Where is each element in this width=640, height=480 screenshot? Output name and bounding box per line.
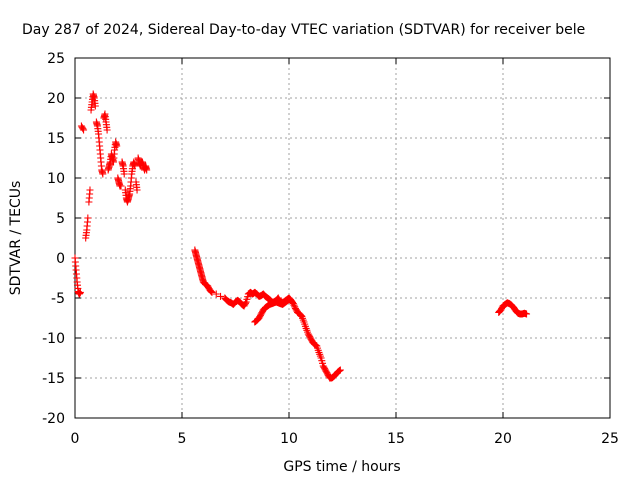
data-point-early-morning xyxy=(80,126,88,134)
data-point-midday xyxy=(285,296,293,304)
data-point-midday xyxy=(290,301,298,309)
grid-lines xyxy=(75,58,610,418)
data-point-midday xyxy=(212,290,220,298)
y-tick-label: -20 xyxy=(42,411,65,427)
x-tick-label: 20 xyxy=(494,431,512,447)
data-points xyxy=(71,90,531,382)
x-tick-label: 15 xyxy=(387,431,405,447)
data-point-early-morning xyxy=(91,102,99,110)
data-point-midday xyxy=(336,366,344,374)
y-tick-label: 5 xyxy=(56,211,65,227)
data-point-early-morning xyxy=(133,186,141,194)
data-point-early-morning xyxy=(99,170,107,178)
data-point-midday xyxy=(207,288,215,296)
y-tick-label: 20 xyxy=(47,91,65,107)
y-tick-label: -10 xyxy=(42,331,65,347)
data-point-early-morning xyxy=(86,186,94,194)
data-point-evening xyxy=(523,310,531,318)
axis-ticks: 0 5 10 15 20 25 -20 -15 -10 -5 0 5 10 15 20 25 xyxy=(42,51,619,447)
x-tick-label: 5 xyxy=(178,431,187,447)
x-axis-label: GPS time / hours xyxy=(283,459,400,475)
x-tick-label: 0 xyxy=(71,431,80,447)
data-point-midday xyxy=(316,350,324,358)
data-point-midday xyxy=(241,299,249,307)
y-tick-label: 15 xyxy=(47,131,65,147)
data-point-midday xyxy=(208,288,216,296)
data-point-early-morning xyxy=(120,170,128,178)
data-point-early-morning xyxy=(117,182,125,190)
data-point-midday xyxy=(291,303,299,311)
chart-title: Day 287 of 2024, Sidereal Day-to-day VTE… xyxy=(22,22,585,38)
y-tick-label: -5 xyxy=(51,291,65,307)
y-axis-label: SDTVAR / TECUs xyxy=(8,181,24,296)
x-tick-label: 10 xyxy=(280,431,298,447)
y-tick-label: -15 xyxy=(42,371,65,387)
data-point-early-morning xyxy=(84,214,92,222)
data-point-early-morning xyxy=(143,166,151,174)
y-tick-label: 0 xyxy=(56,251,65,267)
x-tick-label: 25 xyxy=(601,431,619,447)
data-point-early-morning xyxy=(79,125,87,133)
data-point-early-morning xyxy=(113,142,121,150)
y-tick-label: 10 xyxy=(47,171,65,187)
y-tick-label: 25 xyxy=(47,51,65,67)
data-point-midday xyxy=(217,292,225,300)
plot-area-frame xyxy=(74,57,611,419)
data-point-midday xyxy=(207,287,215,295)
data-point-midday xyxy=(289,300,297,308)
data-point-early-morning xyxy=(103,126,111,134)
data-point-early-morning xyxy=(76,288,84,296)
